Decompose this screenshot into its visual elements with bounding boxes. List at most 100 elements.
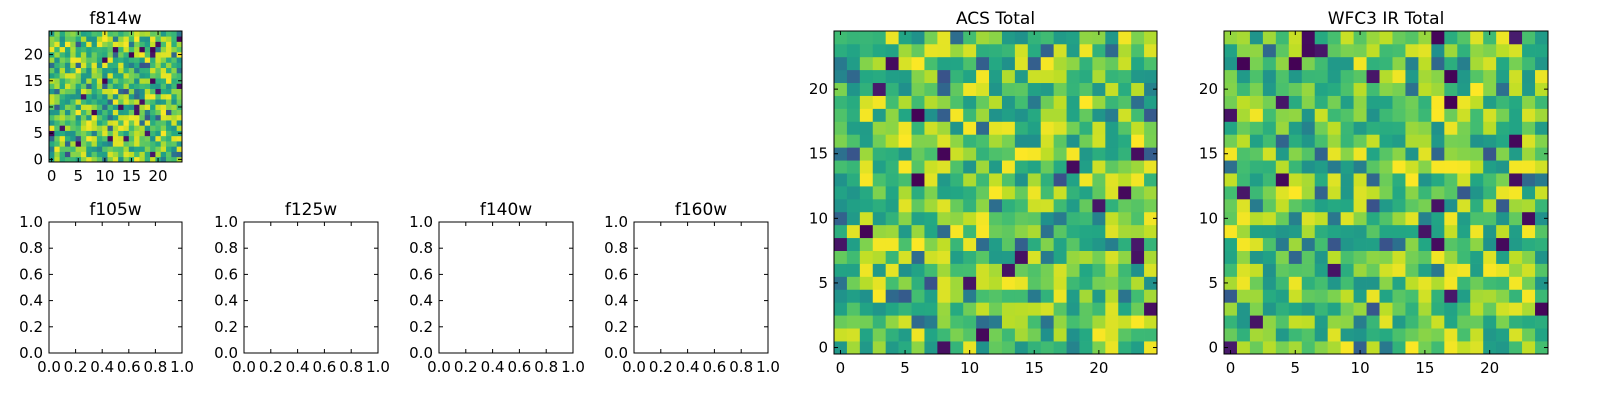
heatmap-cell [872,82,887,96]
heatmap-cell [1053,121,1067,135]
heatmap-cell [1236,341,1251,355]
heatmap-cell [1392,31,1406,45]
heatmap-cell [1431,328,1445,342]
heatmap-cell [1496,211,1510,226]
heatmap-cell [1079,250,1093,264]
heatmap-cell [144,78,151,84]
heatmap-cell [64,104,71,110]
heatmap-cell [91,99,98,105]
heatmap-cell [924,224,938,239]
heatmap-cell [1131,289,1145,303]
heatmap-cell [1249,289,1264,303]
heatmap-cell [898,186,912,200]
heatmap-cell [950,341,964,355]
heatmap-cell [112,51,119,58]
heatmap-cell [166,57,172,63]
heatmap-cell [75,125,82,131]
heatmap-cell [139,156,146,163]
heatmap-cell [1314,315,1329,329]
heatmap-cell [144,88,151,95]
y-tick-label: 0.6 [604,265,628,283]
heatmap-cell [139,109,146,116]
heatmap-cell [885,43,899,58]
heatmap-cell [1353,134,1367,148]
heatmap-cell [1092,289,1106,303]
heatmap-cell [1431,186,1445,200]
heatmap-cell [924,147,938,161]
heatmap-cell [160,62,167,69]
heatmap-cell [128,109,135,116]
heatmap-cell [1105,263,1119,277]
heatmap-cell [1366,108,1380,122]
heatmap-cell [118,31,124,37]
x-tick-label: 1.0 [561,358,585,376]
heatmap-cell [54,93,60,100]
heatmap-cell [1288,263,1303,277]
heatmap-cell [1066,69,1080,84]
heatmap-cell [1105,224,1119,239]
heatmap-cell [989,147,1003,161]
heatmap-cell [1288,69,1303,84]
x-tick-label: 0 [836,359,846,377]
heatmap-cell [1040,289,1054,303]
y-tick-label: 15 [24,72,43,90]
heatmap-cell [872,341,887,355]
heatmap-cell [911,134,925,148]
heatmap-cell [885,82,899,96]
heatmap-cell [155,120,162,126]
heatmap-cell [1092,31,1106,45]
heatmap-cell [102,51,108,58]
heatmap-cell [924,302,938,316]
heatmap-cell [1118,95,1132,109]
heatmap-cell [1405,341,1419,355]
heatmap-cell [1431,121,1445,135]
heatmap-cell [1236,82,1251,96]
heatmap-cell [70,146,76,152]
heatmap-cell [1224,328,1238,342]
heatmap-cell [107,67,114,74]
heatmap-cell [1131,108,1145,122]
heatmap-cell [1314,147,1329,161]
heatmap-cell [834,121,848,135]
heatmap-cell [976,95,990,109]
heatmap-cell [846,43,861,58]
heatmap-cell [171,125,178,131]
heatmap-cell [1001,173,1016,187]
heatmap-cell [937,43,951,58]
heatmap-cell [1053,134,1067,148]
heatmap-cell [171,88,178,95]
heatmap-cell [134,41,140,48]
heatmap-cell [950,186,964,200]
heatmap-cell [1509,121,1523,135]
heatmap-cell [123,151,130,158]
heatmap-cell [1249,186,1264,200]
heatmap-cell [1027,302,1042,316]
heatmap-cell [1470,43,1484,58]
heatmap-cell [1457,186,1471,200]
heatmap-cell [1314,237,1329,251]
heatmap-cell [1340,147,1354,161]
heatmap-cell [1301,82,1316,96]
heatmap-cell [1249,108,1264,122]
heatmap-cell [1444,160,1458,174]
heatmap-cell [112,41,119,48]
heatmap-cell [80,125,87,131]
heatmap-cell [102,125,108,131]
y-tick-label: 20 [24,46,43,64]
heatmap-cell [1418,224,1432,239]
heatmap-cell [1014,289,1029,303]
heatmap-cell [1118,237,1132,251]
y-tick-label: 0.0 [19,344,43,362]
heatmap-cell [96,93,103,100]
heatmap-cell [166,109,172,116]
heatmap-cell [118,109,124,116]
y-tick-label: 5 [33,124,43,142]
heatmap-cell [1249,276,1264,290]
heatmap-cell [937,69,951,84]
heatmap-cell [1379,211,1393,226]
heatmap-cell [171,104,178,110]
heatmap-cell [1418,31,1432,45]
heatmap-cell [1262,276,1277,290]
heatmap-cell [134,62,140,69]
heatmap-cell [911,56,925,71]
